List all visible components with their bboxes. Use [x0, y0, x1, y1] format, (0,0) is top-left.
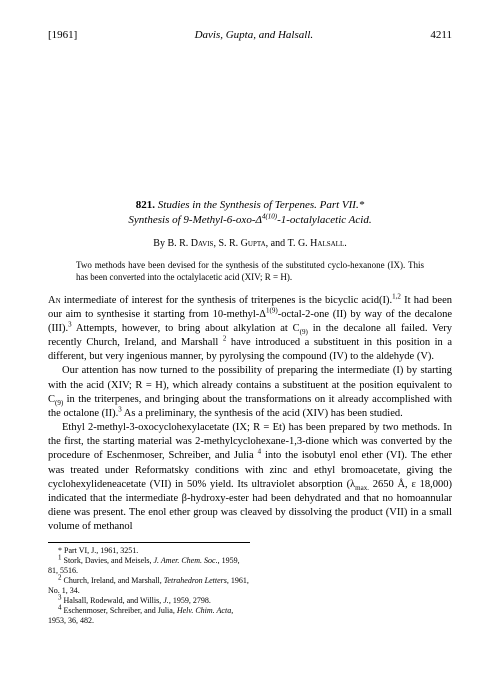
footnote-4: 4 Eschenmoser, Schreiber, and Julia, Hel…	[48, 606, 250, 626]
p1-firstword: An	[48, 295, 61, 306]
fn3-a: Halsall, Rodewald, and Willis,	[64, 596, 164, 605]
byline-by: By	[153, 238, 167, 249]
fn1-a: Stork, Davies, and Meisels,	[64, 556, 154, 565]
fn1-marker: 1	[58, 554, 62, 562]
paragraph-1: An intermediate of interest for the synt…	[48, 294, 452, 365]
p2-c: As a preliminary, the synthesis of the a…	[122, 408, 403, 419]
fn4-journal: Helv. Chim. Acta	[177, 606, 231, 615]
byline-author1: B. R. Davis, S. R. Gupta,	[167, 238, 268, 249]
abstract: Two methods have been devised for the sy…	[76, 260, 424, 283]
byline-and: and	[268, 238, 287, 249]
header-year: [1961]	[48, 28, 77, 43]
byline: By B. R. Davis, S. R. Gupta, and T. G. H…	[48, 237, 452, 251]
title-line2-start: Synthesis of 9-Methyl-6-oxo-Δ	[128, 214, 262, 226]
p2-sub1: (9)	[55, 399, 63, 407]
footnote-star: * Part VI, J., 1961, 3251.	[48, 546, 250, 556]
fn2-journal: Tetrahedron Letters	[164, 576, 227, 585]
title-line1: Studies in the Synthesis of Terpenes. Pa…	[158, 199, 364, 211]
body-text: An intermediate of interest for the synt…	[48, 294, 452, 535]
p1-sup2: 1(9)	[266, 306, 278, 314]
abstract-text: Two methods have been devised for the sy…	[76, 260, 424, 282]
fn3-marker: 3	[58, 594, 62, 602]
footnote-3: 3 Halsall, Rodewald, and Willis, J., 195…	[48, 596, 250, 606]
footnote-2: 2 Church, Ireland, and Marshall, Tetrahe…	[48, 576, 250, 596]
fn1-journal: J. Amer. Chem. Soc.	[154, 556, 218, 565]
p3-sub1: max.	[355, 484, 369, 492]
title-superscript: 4(10)	[262, 213, 277, 221]
title-line2-end: -1-octalylacetic Acid.	[277, 214, 371, 226]
article-number: 821.	[136, 199, 155, 211]
p1-a: intermediate of interest for the synthes…	[61, 295, 392, 306]
paragraph-2: Our attention has now turned to the poss…	[48, 364, 452, 421]
fn2-marker: 2	[58, 574, 62, 582]
p1-sub1: (9)	[300, 328, 308, 336]
fn3-b: , 1959, 2798.	[169, 596, 211, 605]
fn4-a: Eschenmoser, Schreiber, and Julia,	[64, 606, 177, 615]
footnote-1: 1 Stork, Davies, and Meisels, J. Amer. C…	[48, 556, 250, 576]
page-header: [1961] Davis, Gupta, and Halsall. 4211	[48, 28, 452, 43]
paragraph-3: Ethyl 2-methyl-3-oxocyclohexylacetate (I…	[48, 421, 452, 534]
article-title: 821. Studies in the Synthesis of Terpene…	[48, 198, 452, 229]
p1-ref1: 1,2	[392, 292, 401, 300]
footnotes: * Part VI, J., 1961, 3251. 1 Stork, Davi…	[48, 542, 250, 626]
header-page: 4211	[430, 28, 452, 43]
p1-d: Attempts, however, to bring about alkyla…	[72, 323, 300, 334]
fn-star-text: * Part VI, J., 1961, 3251.	[58, 546, 138, 555]
fn2-a: Church, Ireland, and Marshall,	[64, 576, 164, 585]
byline-author2: T. G. Halsall.	[288, 238, 347, 249]
header-authors: Davis, Gupta, and Halsall.	[77, 28, 430, 43]
fn4-marker: 4	[58, 604, 62, 612]
